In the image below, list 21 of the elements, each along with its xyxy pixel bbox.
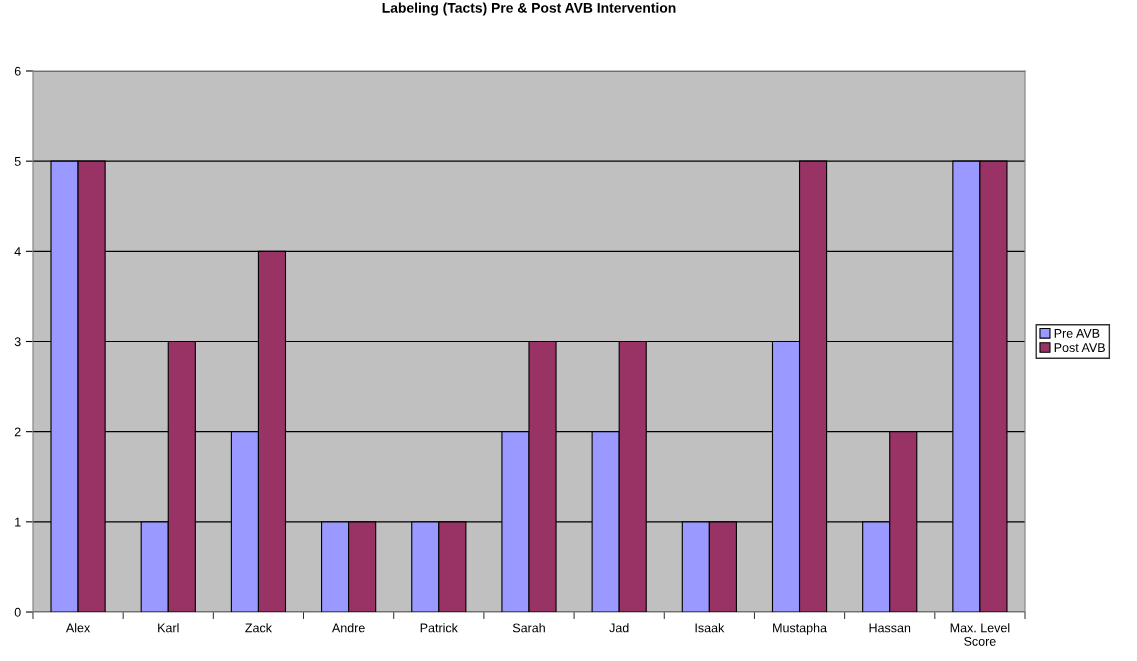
- x-tick-label: Sarah: [512, 623, 545, 633]
- x-tick-label: Karl: [158, 623, 179, 633]
- y-tick-label: 5: [14, 157, 21, 166]
- y-tick-label: 4: [14, 247, 21, 256]
- x-tick-label: Max. Level Score: [950, 623, 1010, 646]
- legend-label: Pre AVB: [1054, 329, 1100, 338]
- y-tick-label: 6: [14, 66, 21, 76]
- x-tick-label: Jad: [609, 623, 629, 633]
- chart-title: Labeling (Tacts) Pre & Post AVB Intervention: [382, 2, 676, 16]
- y-tick-label: 0: [14, 607, 21, 617]
- x-tick-label: Alex: [65, 623, 91, 633]
- x-tick-label: Andre: [331, 623, 365, 633]
- x-tick-label: Zack: [245, 623, 272, 633]
- y-tick-label: 2: [14, 427, 21, 437]
- y-tick-label: 1: [15, 517, 21, 527]
- y-tick-label: 3: [14, 337, 21, 347]
- x-tick-label: Patrick: [420, 623, 458, 633]
- legend-label: Post AVB: [1054, 343, 1105, 352]
- x-tick-label: Isaak: [695, 623, 725, 633]
- x-tick-label: Hassan: [869, 623, 911, 633]
- x-tick-label: Mustapha: [773, 623, 827, 635]
